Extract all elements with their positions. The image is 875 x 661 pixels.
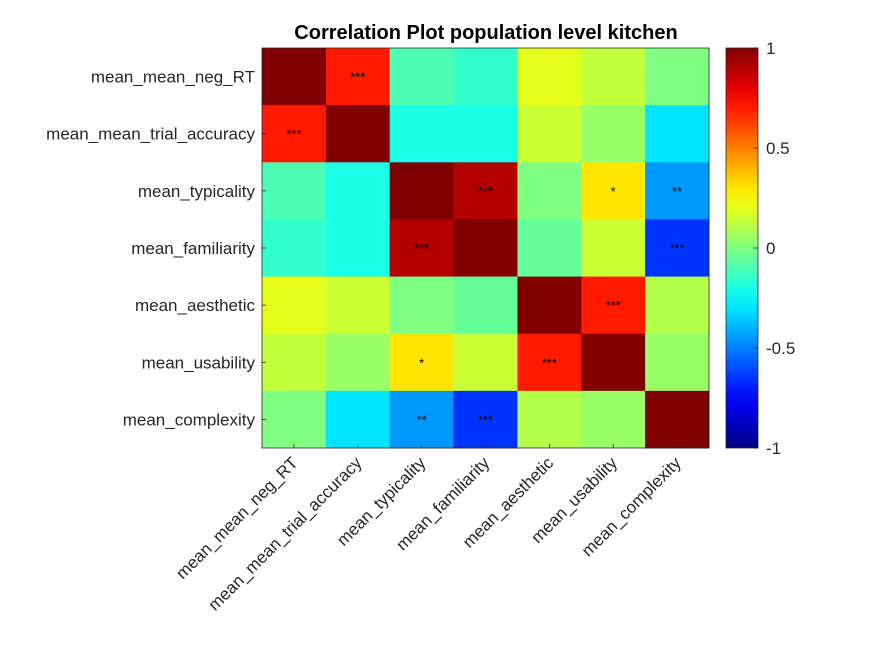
heatmap-cell (325, 105, 391, 163)
significance-marker: *** (286, 127, 301, 142)
heatmap-cell (453, 390, 518, 449)
heatmap-cell (389, 105, 454, 163)
y-tick-label: mean_mean_neg_RT (91, 68, 255, 87)
significance-marker: ** (417, 412, 427, 427)
heatmap-cell (325, 333, 391, 392)
heatmap-cell (517, 162, 582, 220)
heatmap-cell (581, 105, 646, 163)
significance-marker: * (419, 355, 424, 370)
significance-marker: *** (542, 355, 557, 370)
heatmap-cell (453, 276, 518, 335)
heatmap-cell (645, 48, 710, 106)
heatmap-cell (389, 390, 454, 449)
heatmap-cell (325, 162, 391, 220)
heatmap-cell (453, 105, 518, 163)
heatmap-cell (389, 219, 454, 277)
heatmap-cell (645, 390, 710, 449)
heatmap-cell (581, 162, 646, 220)
heatmap-cell (453, 219, 518, 277)
significance-marker: ** (672, 184, 682, 199)
colorbar-tick-label: 0 (766, 239, 775, 258)
heatmap-cell (581, 276, 646, 335)
significance-marker: *** (669, 241, 684, 256)
heatmap-cells (262, 48, 710, 449)
heatmap-cell (517, 219, 582, 277)
colorbar-tick-label: -0.5 (766, 339, 795, 358)
heatmap-cell (389, 276, 454, 335)
heatmap-cell (453, 333, 518, 392)
heatmap-cell (262, 333, 327, 392)
heatmap-cell (517, 333, 582, 392)
heatmap-cell (325, 219, 391, 277)
x-tick-label: mean_mean_neg_RT (172, 453, 301, 582)
y-tick-label: mean_mean_trial_accuracy (46, 125, 255, 144)
heatmap-cell (645, 162, 710, 220)
significance-marker: *** (350, 70, 365, 85)
heatmap-cell (262, 276, 327, 335)
heatmap-cell (517, 48, 582, 106)
significance-markers: ********* * ***** ******* ***** *** (286, 70, 684, 428)
heatmap-cell (581, 48, 646, 106)
y-tick-label: mean_complexity (123, 410, 256, 429)
y-tick-label: mean_usability (142, 353, 256, 372)
heatmap-cell (453, 48, 518, 106)
heatmap-cell (389, 48, 454, 106)
heatmap-cell (517, 105, 582, 163)
heatmap-cell (325, 276, 391, 335)
heatmap-cell (389, 333, 454, 392)
colorbar-tick-label: 0.5 (766, 139, 790, 158)
colorbar: -1 -0.5 0 0.5 1 (725, 39, 795, 458)
heatmap-cell (262, 48, 327, 106)
heatmap-cell (645, 105, 710, 163)
heatmap-cell (453, 162, 518, 220)
heatmap-cell (389, 162, 454, 220)
heatmap-cell (517, 390, 582, 449)
y-tick-label: mean_familiarity (131, 239, 255, 258)
significance-marker: *** (478, 184, 493, 199)
heatmap-cell (325, 48, 391, 106)
significance-marker: *** (606, 298, 621, 313)
heatmap-cell (325, 390, 391, 449)
significance-marker: *** (414, 241, 429, 256)
heatmap-cell (262, 390, 327, 449)
heatmap-cell (645, 276, 710, 335)
y-tick-label: mean_aesthetic (135, 296, 256, 315)
heatmap-cell (517, 276, 582, 335)
chart-title: Correlation Plot population level kitche… (294, 22, 677, 44)
y-axis-labels: mean_mean_neg_RT mean_mean_trial_accuracy… (46, 68, 266, 429)
heatmap-cell (262, 162, 327, 220)
colorbar-ticks: -1 -0.5 0 0.5 1 (753, 39, 795, 458)
significance-marker: *** (478, 412, 493, 427)
heatmap-cell (262, 219, 327, 277)
x-axis-labels: mean_mean_neg_RTmean_mean_trial_accuracy… (172, 444, 685, 615)
colorbar-tick-label: 1 (766, 39, 775, 58)
heatmap-cell (581, 219, 646, 277)
colorbar-tick-label: -1 (766, 439, 781, 458)
heatmap-cell (645, 219, 710, 277)
y-tick-label: mean_typicality (138, 182, 256, 201)
heatmap-cell (262, 105, 327, 163)
plot-frame (261, 47, 710, 449)
significance-marker: * (611, 184, 616, 199)
heatmap-cell (581, 333, 646, 392)
heatmap-cell (581, 390, 646, 449)
heatmap-cell (645, 333, 710, 392)
